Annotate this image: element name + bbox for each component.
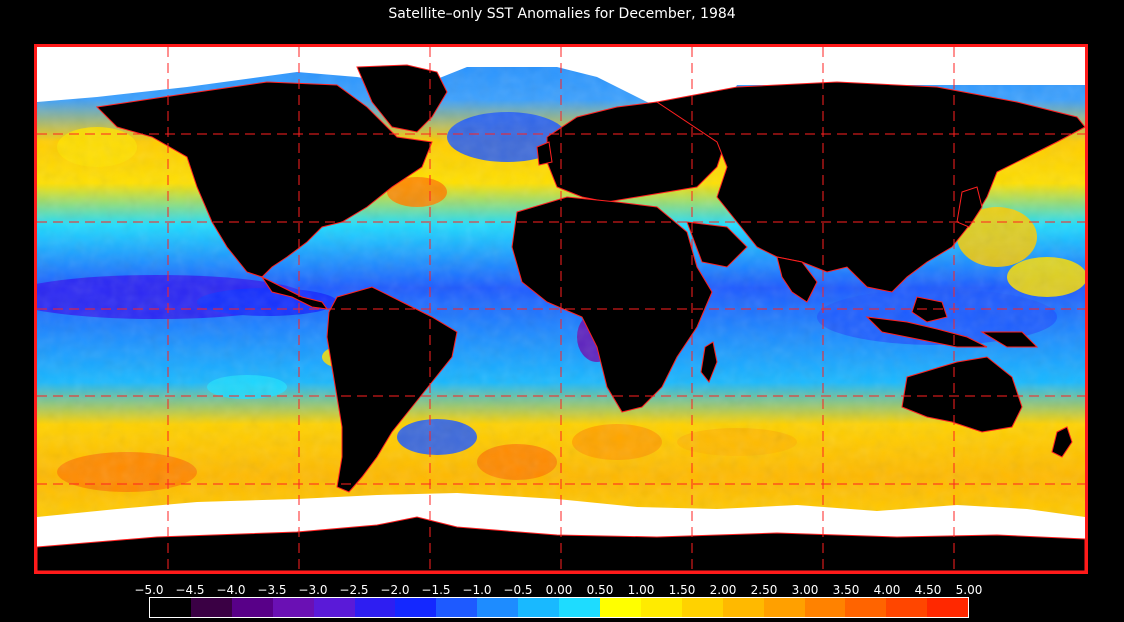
chart-title: Satellite–only SST Anomalies for Decembe…	[388, 6, 736, 22]
colorbar-tick-label: −4.5	[175, 583, 205, 597]
japan	[956, 186, 983, 228]
colorbar-swatch	[477, 598, 519, 617]
europe	[546, 101, 728, 203]
colorbar-swatch	[640, 598, 682, 617]
colorbar-swatch	[886, 598, 928, 617]
colorbar-tick-label: −3.0	[298, 583, 328, 597]
colorbar-tick-labels: −5.0 −4.5 −4.0 −3.5 −3.0 −2.5 −2.0 −1.5 −1.0 −0.5…	[0, 583, 1124, 597]
colorbar-swatch	[190, 598, 232, 617]
colorbar-swatch	[395, 598, 437, 617]
colorbar-swatch	[681, 598, 723, 617]
india	[776, 256, 818, 303]
colorbar-tick-label: 0.00	[545, 583, 573, 597]
colorbar-tick-label: 2.00	[709, 583, 737, 597]
colorbar-tick-label: 5.00	[955, 583, 983, 597]
indonesia	[865, 316, 988, 348]
colorbar-tick-label: −1.0	[462, 583, 492, 597]
colorbar-swatch	[559, 598, 600, 617]
colorbar-tick-label: −2.5	[339, 583, 369, 597]
colorbar-tick-label: −3.5	[257, 583, 287, 597]
colorbar-tick-label: 3.00	[791, 583, 819, 597]
colorbar-tick-label: 1.00	[627, 583, 655, 597]
colorbar-tick-label: 4.00	[873, 583, 901, 597]
new-guinea	[980, 331, 1039, 348]
colorbar-swatch	[722, 598, 764, 617]
colorbar-tick-label: −1.5	[421, 583, 451, 597]
colorbar-tick-label: −5.0	[134, 583, 164, 597]
colorbar-swatch	[804, 598, 846, 617]
colorbar-swatch	[313, 598, 355, 617]
south-america	[326, 286, 458, 493]
greenland	[356, 64, 448, 133]
colorbar-swatch	[763, 598, 805, 617]
colorbar-tick-label: 2.50	[750, 583, 778, 597]
colorbar-tick-label: −0.5	[503, 583, 533, 597]
colorbar-tick-label: 0.50	[586, 583, 614, 597]
colorbar-swatch	[436, 598, 478, 617]
new-zealand	[1051, 426, 1073, 458]
graticule	[37, 47, 1085, 571]
colorbar	[149, 597, 969, 618]
sst-anomaly-map	[34, 44, 1088, 574]
colorbar-swatch	[518, 598, 560, 617]
colorbar-tick-label: −4.0	[216, 583, 246, 597]
colorbar-tick-label: 1.50	[668, 583, 696, 597]
madagascar	[700, 341, 718, 383]
colorbar-swatch	[150, 598, 191, 617]
colorbar-swatch	[927, 598, 969, 617]
colorbar-swatch	[845, 598, 887, 617]
british-isles	[536, 141, 553, 166]
colorbar-tick-label: 4.50	[914, 583, 942, 597]
colorbar-swatch	[231, 598, 273, 617]
colorbar-tick-label: 3.50	[832, 583, 860, 597]
australia	[901, 356, 1023, 433]
colorbar-swatch	[272, 598, 314, 617]
map-svg	[37, 47, 1085, 571]
borneo	[911, 296, 948, 323]
arabia	[686, 221, 748, 268]
colorbar-swatch	[599, 598, 641, 617]
colorbar-swatch	[354, 598, 396, 617]
colorbar-tick-label: −2.0	[380, 583, 410, 597]
africa	[511, 196, 713, 413]
north-america	[95, 81, 433, 278]
